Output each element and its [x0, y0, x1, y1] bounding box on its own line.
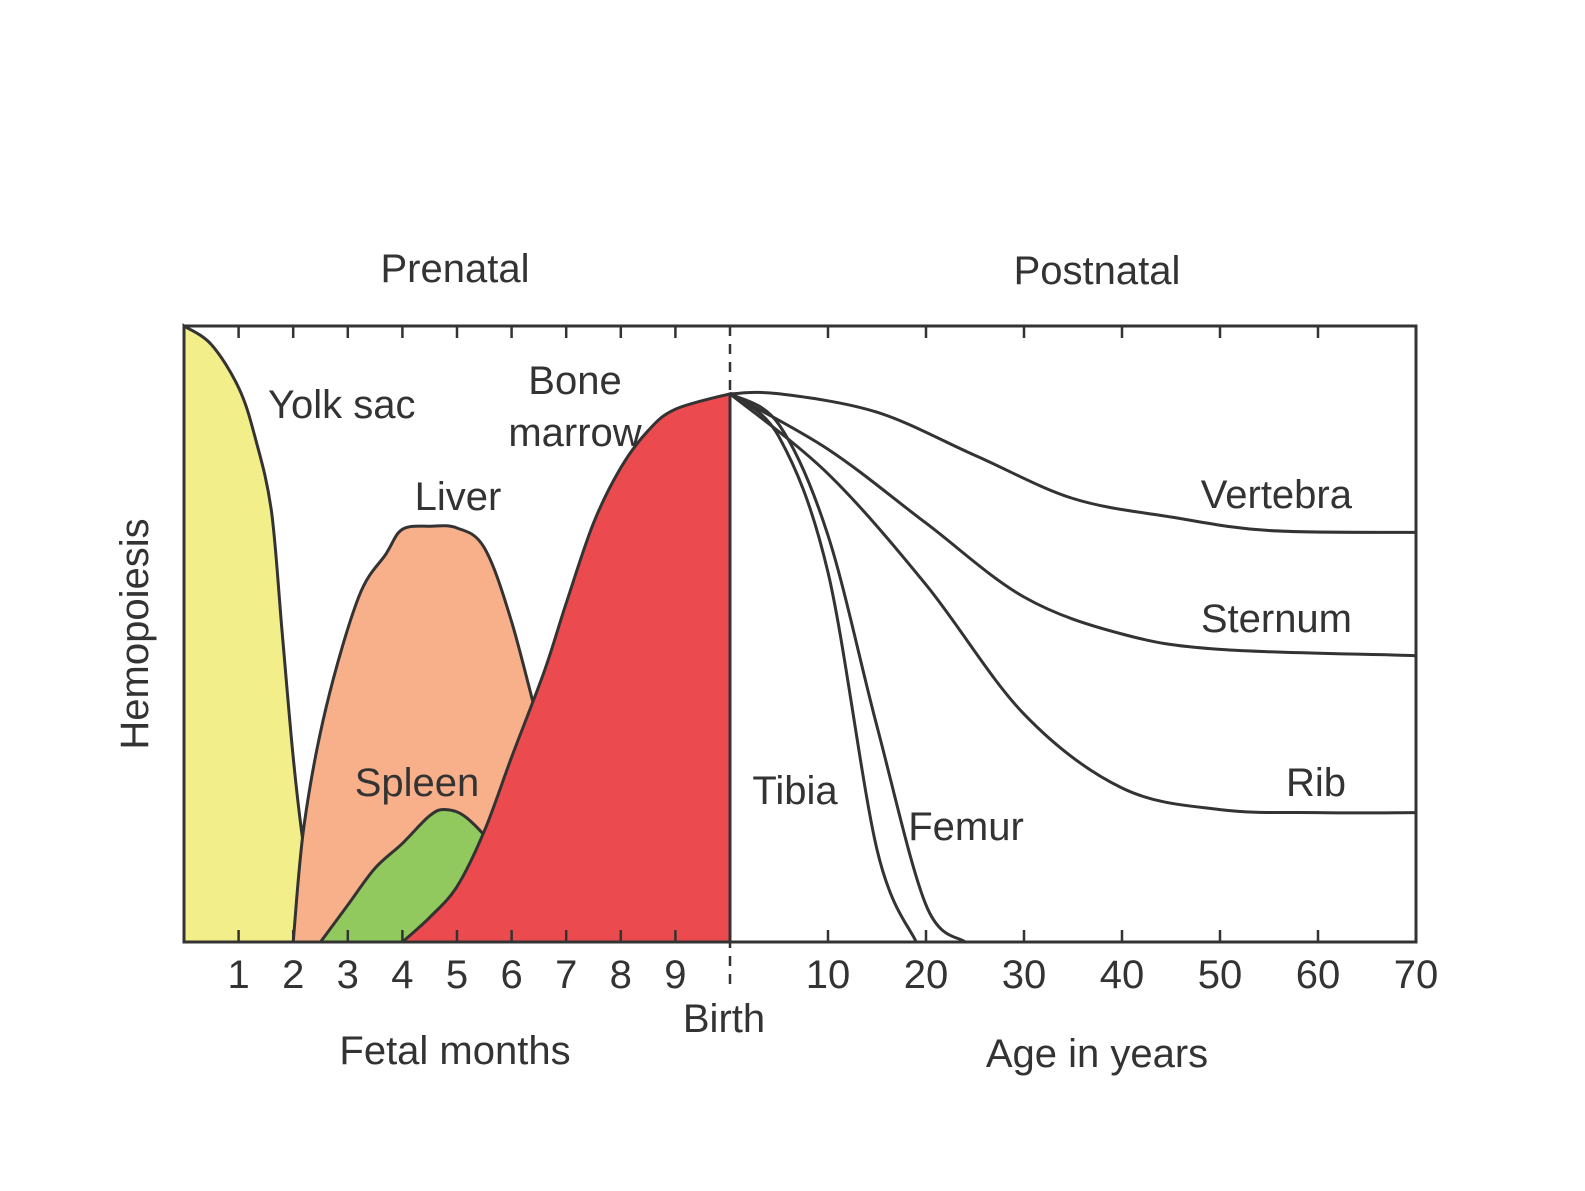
prenatal-areas: [182, 323, 732, 944]
month-tick-7-label: 7: [555, 953, 577, 997]
axis-tick-labels: 1 2 3 4 5 6 7 8 9 10 20 30 40 50 60 70: [227, 953, 1438, 997]
liver-label: Liver: [415, 475, 502, 519]
spleen-label: Spleen: [355, 761, 480, 805]
femur-label: Femur: [908, 805, 1024, 849]
postnatal-header: Postnatal: [1014, 249, 1181, 293]
year-tick-40-label: 40: [1100, 953, 1145, 997]
sternum-label: Sternum: [1201, 597, 1352, 641]
bone-marrow-area: [398, 391, 732, 944]
postnatal-x-label: Age in years: [986, 1032, 1208, 1076]
year-tick-50-label: 50: [1198, 953, 1243, 997]
series-labels: Yolk sac Liver Spleen Bone marrow Vertebra Ste…: [268, 359, 1353, 849]
year-tick-10-label: 10: [806, 953, 851, 997]
y-axis-label: Hemopoiesis: [113, 518, 157, 749]
prenatal-header: Prenatal: [381, 247, 530, 291]
postnatal-lines: [729, 390, 1417, 944]
sternum-line: [729, 392, 1417, 658]
tibia-label: Tibia: [752, 769, 838, 813]
month-tick-1-label: 1: [227, 953, 249, 997]
tibia-line: [729, 392, 918, 943]
prenatal-x-label: Fetal months: [339, 1029, 570, 1073]
month-tick-4-label: 4: [391, 953, 413, 997]
plot-frame: [182, 324, 1418, 944]
month-tick-2-label: 2: [282, 953, 304, 997]
year-tick-60-label: 60: [1296, 953, 1341, 997]
bone-marrow-label: Bone marrow: [508, 359, 641, 455]
year-tick-70-label: 70: [1394, 953, 1439, 997]
month-tick-3-label: 3: [337, 953, 359, 997]
month-tick-5-label: 5: [446, 953, 468, 997]
vertebra-label: Vertebra: [1201, 473, 1353, 517]
rib-label: Rib: [1286, 761, 1346, 805]
vertebra-line: [729, 390, 1417, 534]
yolk-sac-label: Yolk sac: [268, 383, 416, 427]
month-tick-6-label: 6: [500, 953, 522, 997]
month-tick-8-label: 8: [610, 953, 632, 997]
month-tick-9-label: 9: [664, 953, 686, 997]
rib-line: [729, 392, 1417, 815]
birth-label: Birth: [683, 997, 765, 1041]
year-tick-20-label: 20: [904, 953, 949, 997]
year-tick-30-label: 30: [1002, 953, 1047, 997]
femur-line: [729, 392, 967, 944]
axis-ticks: [237, 326, 1418, 942]
